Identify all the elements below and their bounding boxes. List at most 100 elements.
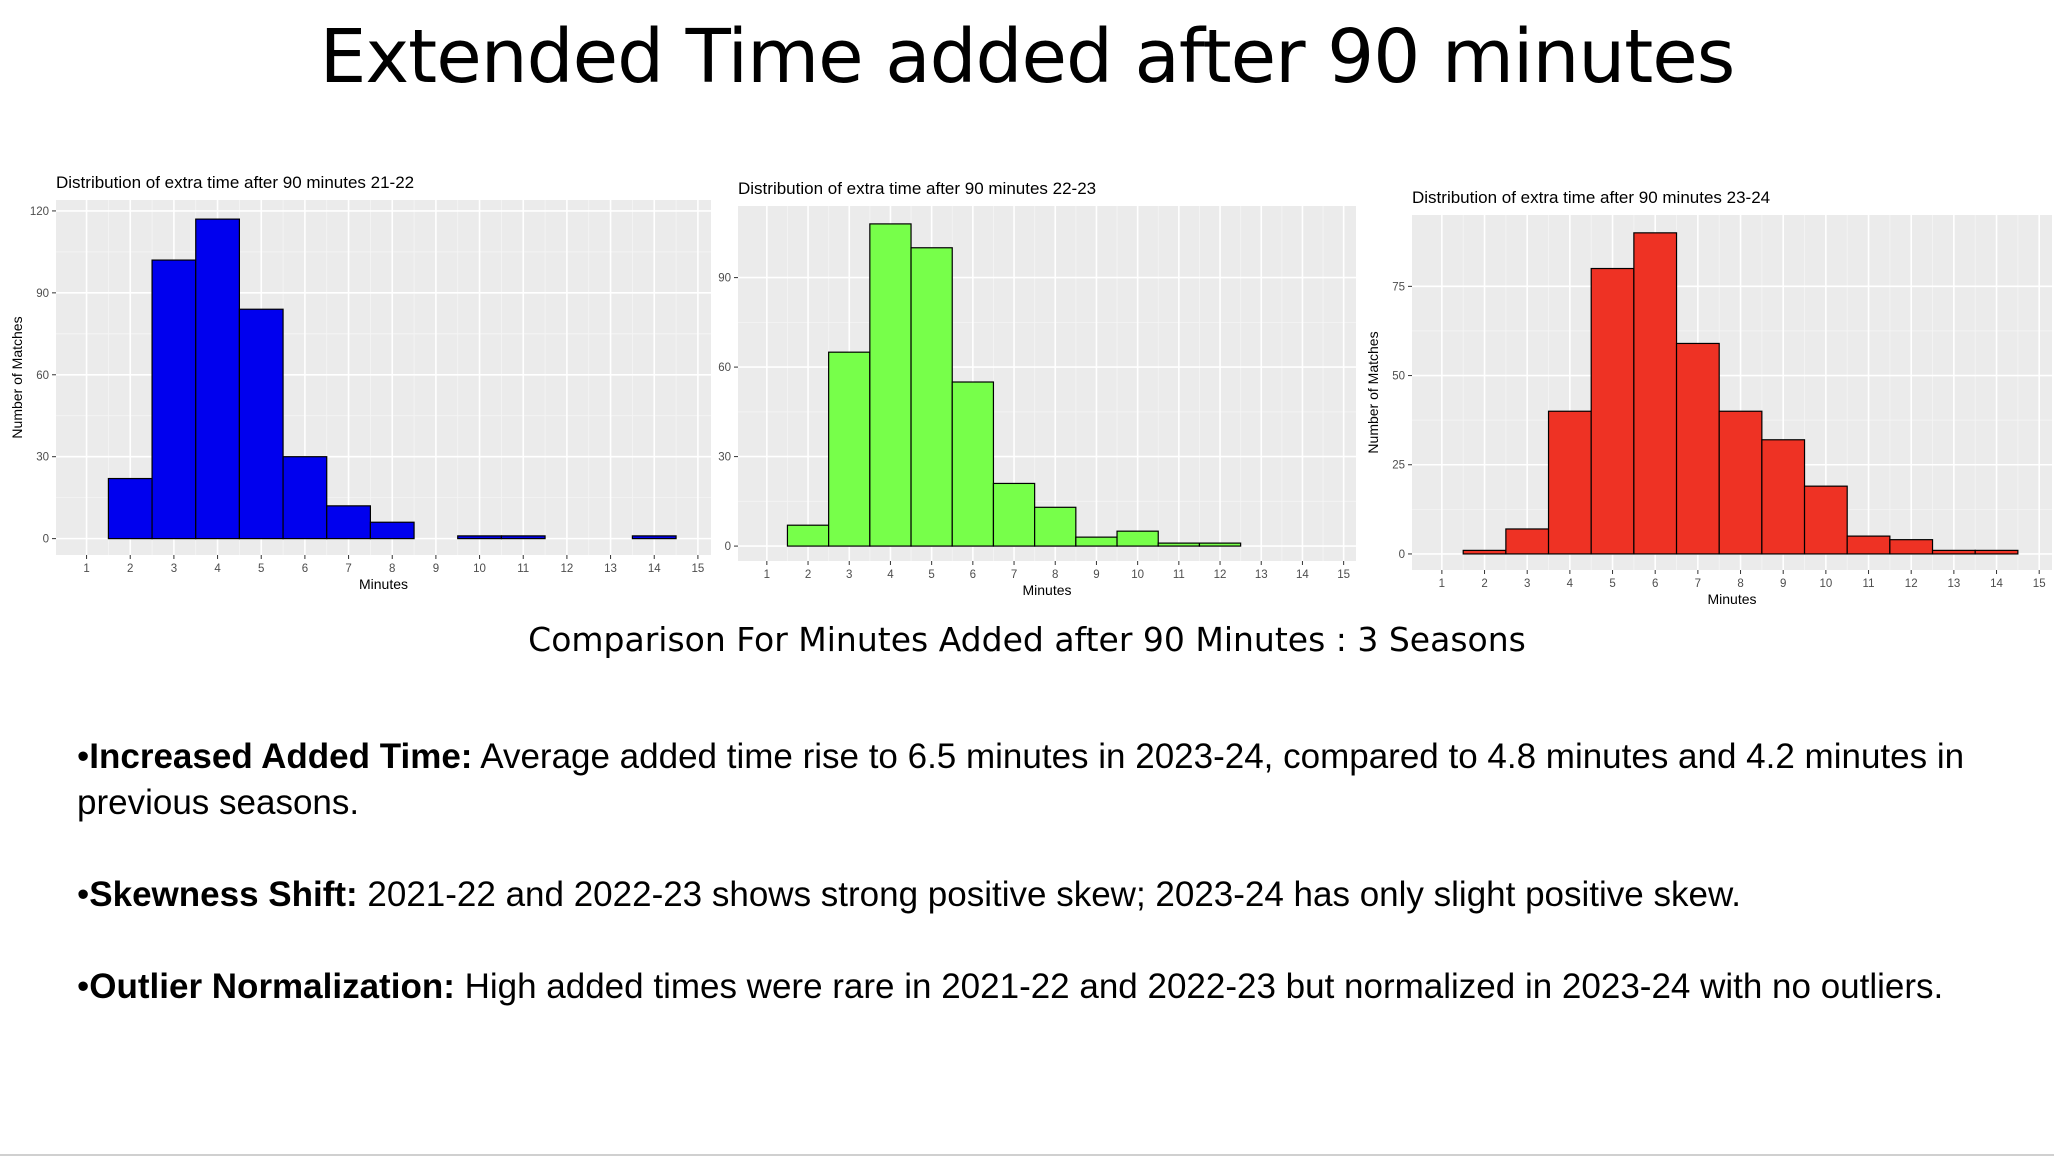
histogram-2021-22: Distribution of extra time after 90 minu… (8, 170, 718, 600)
x-tick-label: 1 (1439, 578, 1445, 590)
x-tick-label: 14 (1990, 578, 2003, 590)
y-axis-label: Number of Matches (9, 316, 25, 438)
histogram-bar (326, 505, 372, 540)
x-tick-label: 10 (1131, 569, 1144, 581)
histogram-bar (1505, 528, 1550, 555)
x-tick-label: 9 (433, 563, 439, 575)
histogram-bar (1547, 410, 1592, 555)
x-tick-label: 15 (2033, 578, 2046, 590)
x-tick-label: 8 (1737, 578, 1743, 590)
bullet-heading: Outlier Normalization: (89, 967, 455, 1006)
x-tick-label: 4 (887, 569, 894, 581)
charts-caption: Comparison For Minutes Added after 90 Mi… (528, 620, 1526, 659)
y-tick-label: 0 (1399, 549, 1405, 561)
x-axis-label: Minutes (1707, 591, 1756, 607)
x-tick-label: 15 (1337, 569, 1350, 581)
histogram-bar (992, 482, 1036, 547)
histogram-bar (1590, 267, 1635, 555)
x-tick-label: 2 (805, 569, 811, 581)
x-tick-label: 5 (258, 563, 264, 575)
x-tick-label: 2 (127, 563, 133, 575)
x-tick-label: 14 (648, 563, 661, 575)
bullet-text: Average added time rise to 6.5 minutes i… (77, 737, 1965, 822)
histogram-bar (1931, 549, 1976, 555)
x-axis-label: Minutes (359, 576, 408, 592)
x-tick-label: 10 (1819, 578, 1832, 590)
x-tick-label: 3 (846, 569, 852, 581)
histogram-bar (951, 381, 995, 547)
histogram-bar (869, 223, 912, 547)
histogram-bar (238, 308, 284, 540)
chart-title: Distribution of extra time after 90 minu… (1412, 188, 1770, 207)
x-tick-label: 1 (83, 563, 89, 575)
histogram-bar (369, 521, 415, 540)
chart-svg: Distribution of extra time after 90 minu… (9, 173, 711, 592)
chart-title: Distribution of extra time after 90 minu… (738, 179, 1096, 198)
x-tick-label: 8 (389, 563, 395, 575)
x-tick-label: 3 (1524, 578, 1530, 590)
histogram-bar (910, 247, 953, 547)
x-tick-label: 13 (1947, 578, 1960, 590)
histogram-bar (107, 477, 153, 540)
chart-svg: Distribution of extra time after 90 minu… (718, 179, 1356, 598)
bottom-divider (0, 1154, 2054, 1156)
bullet-list: •Increased Added Time: Average added tim… (77, 734, 2007, 1056)
x-tick-label: 8 (1052, 569, 1058, 581)
x-tick-label: 12 (1905, 578, 1918, 590)
y-tick-label: 30 (718, 452, 731, 464)
histogram-bar (1462, 549, 1507, 555)
x-axis-label: Minutes (1022, 582, 1071, 598)
x-tick-label: 7 (1011, 569, 1017, 581)
x-tick-label: 12 (1214, 569, 1227, 581)
histogram-bar (151, 259, 197, 540)
y-tick-label: 60 (718, 362, 731, 374)
histogram-bar (1803, 485, 1848, 555)
x-tick-label: 13 (604, 563, 617, 575)
x-tick-label: 11 (517, 563, 529, 575)
x-tick-label: 1 (764, 569, 770, 581)
x-tick-label: 11 (1863, 578, 1875, 590)
histogram-bar (1157, 542, 1201, 547)
x-tick-label: 10 (473, 563, 486, 575)
bullet-increased-added-time: •Increased Added Time: Average added tim… (77, 737, 1965, 822)
chart-svg: Distribution of extra time after 90 minu… (1365, 188, 2052, 607)
y-axis-label: Number of Matches (1365, 331, 1381, 453)
histogram-bar (282, 456, 328, 540)
histogram-bar (631, 535, 677, 540)
x-tick-label: 2 (1481, 578, 1487, 590)
histogram-bar (1761, 439, 1806, 555)
x-tick-label: 5 (928, 569, 934, 581)
x-tick-label: 15 (692, 563, 705, 575)
histogram-bar (1075, 536, 1118, 547)
histogram-bar (1974, 549, 2019, 555)
histogram-bar (786, 524, 830, 547)
histogram-bar (1889, 539, 1934, 555)
histogram-bar (1718, 410, 1763, 555)
histogram-bar (195, 218, 241, 540)
histogram-bar (500, 535, 546, 540)
y-tick-label: 120 (30, 206, 49, 218)
x-tick-label: 7 (1695, 578, 1701, 590)
bullet-text: 2021-22 and 2022-23 shows strong positiv… (357, 875, 1742, 914)
bullet-heading: Increased Added Time: (89, 737, 473, 776)
y-tick-label: 30 (36, 452, 49, 464)
x-tick-label: 9 (1780, 578, 1786, 590)
histogram-2022-23: Distribution of extra time after 90 minu… (708, 178, 1358, 608)
x-tick-label: 3 (171, 563, 177, 575)
y-tick-label: 90 (718, 273, 731, 285)
x-tick-label: 7 (345, 563, 351, 575)
y-tick-label: 0 (43, 534, 49, 546)
histogram-bar (1846, 535, 1891, 555)
x-tick-label: 6 (1652, 578, 1658, 590)
y-tick-label: 90 (36, 288, 49, 300)
x-tick-label: 5 (1609, 578, 1615, 590)
x-tick-label: 6 (970, 569, 976, 581)
histogram-bar (1034, 506, 1077, 547)
y-tick-label: 75 (1392, 281, 1405, 293)
x-tick-label: 11 (1173, 569, 1185, 581)
chart-title: Distribution of extra time after 90 minu… (56, 173, 414, 192)
histogram-bar (828, 351, 871, 547)
x-tick-label: 9 (1093, 569, 1099, 581)
histogram-bar (1116, 530, 1159, 547)
bullet-text: High added times were rare in 2021-22 an… (454, 967, 1944, 1006)
